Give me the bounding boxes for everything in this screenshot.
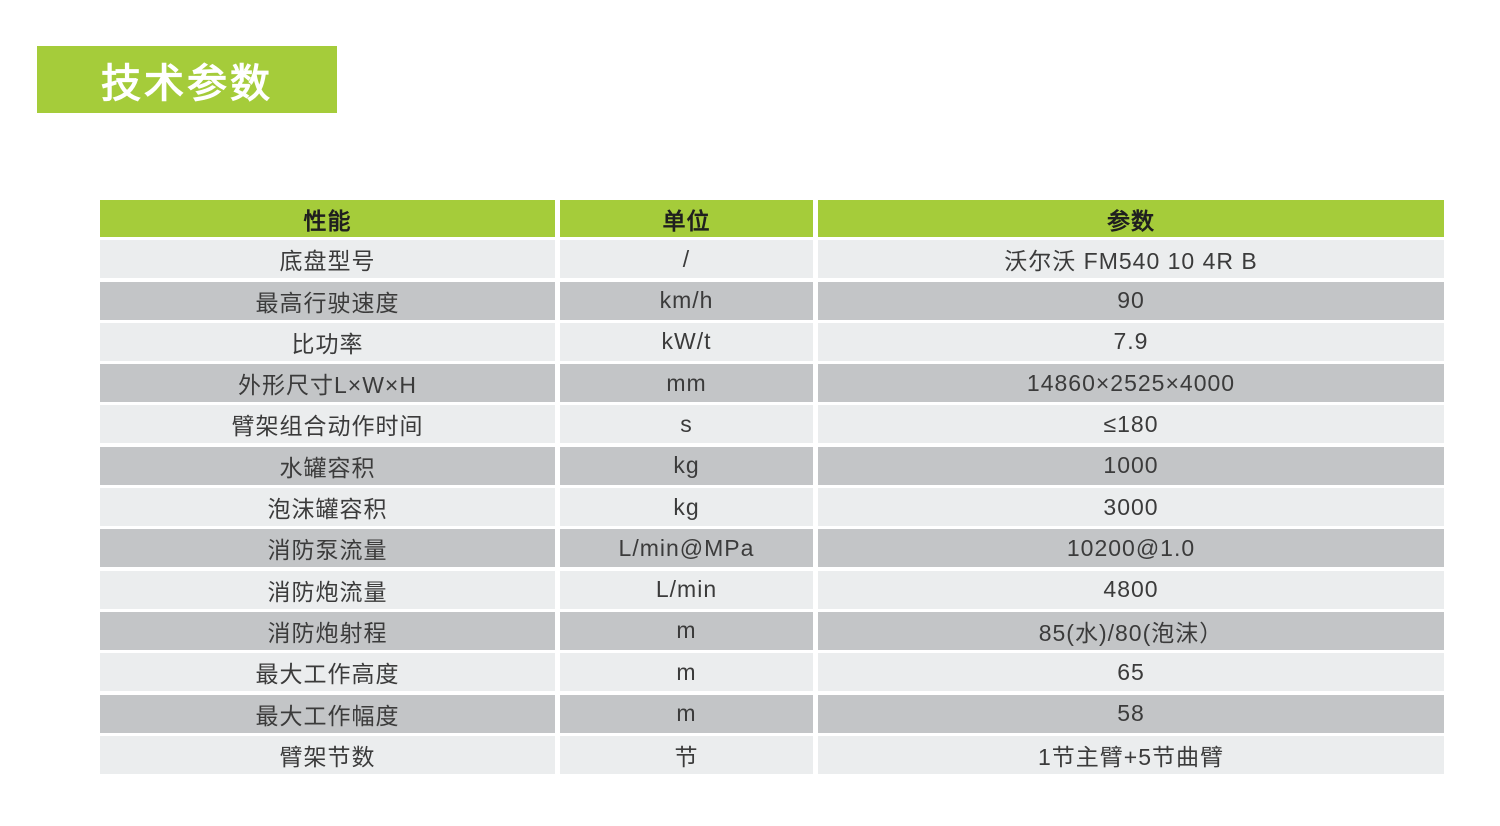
- cell-value: 3000: [818, 488, 1444, 527]
- cell-label: 臂架组合动作时间: [100, 405, 555, 444]
- table-row: 最大工作幅度 m 58: [100, 694, 1444, 733]
- cell-value: 1000: [818, 446, 1444, 485]
- cell-unit: s: [560, 405, 813, 444]
- table-header-row: 性能 单位 参数: [100, 200, 1444, 237]
- cell-unit: 节: [560, 735, 813, 774]
- cell-value: 58: [818, 694, 1444, 733]
- table-row: 消防炮流量 L/min 4800: [100, 570, 1444, 609]
- cell-value: 7.9: [818, 322, 1444, 361]
- cell-label: 消防炮射程: [100, 611, 555, 650]
- cell-value: 14860×2525×4000: [818, 364, 1444, 403]
- cell-value: 1节主臂+5节曲臂: [818, 735, 1444, 774]
- cell-value: 65: [818, 653, 1444, 692]
- cell-unit: mm: [560, 364, 813, 403]
- cell-unit: m: [560, 611, 813, 650]
- cell-value: ≤180: [818, 405, 1444, 444]
- table-row: 臂架组合动作时间 s ≤180: [100, 405, 1444, 444]
- table-row: 消防泵流量 L/min@MPa 10200@1.0: [100, 529, 1444, 568]
- cell-label: 最高行驶速度: [100, 281, 555, 320]
- table-row: 消防炮射程 m 85(水)/80(泡沫）: [100, 611, 1444, 650]
- table-row: 最高行驶速度 km/h 90: [100, 281, 1444, 320]
- cell-label: 外形尺寸L×W×H: [100, 364, 555, 403]
- cell-unit: m: [560, 653, 813, 692]
- table-row: 水罐容积 kg 1000: [100, 446, 1444, 485]
- cell-label: 比功率: [100, 322, 555, 361]
- cell-label: 消防泵流量: [100, 529, 555, 568]
- table-row: 泡沫罐容积 kg 3000: [100, 488, 1444, 527]
- cell-value: 4800: [818, 570, 1444, 609]
- cell-unit: kg: [560, 488, 813, 527]
- cell-value: 10200@1.0: [818, 529, 1444, 568]
- table-row: 底盘型号 / 沃尔沃 FM540 10 4R B: [100, 240, 1444, 279]
- cell-unit: /: [560, 240, 813, 279]
- table-row: 外形尺寸L×W×H mm 14860×2525×4000: [100, 364, 1444, 403]
- table-row: 臂架节数 节 1节主臂+5节曲臂: [100, 735, 1444, 774]
- cell-label: 底盘型号: [100, 240, 555, 279]
- cell-label: 消防炮流量: [100, 570, 555, 609]
- spec-table: 性能 单位 参数 底盘型号 / 沃尔沃 FM540 10 4R B 最高行驶速度…: [100, 200, 1444, 777]
- cell-unit: kW/t: [560, 322, 813, 361]
- header-cell-unit: 单位: [560, 200, 813, 237]
- cell-value: 90: [818, 281, 1444, 320]
- header-cell-parameter: 参数: [818, 200, 1444, 237]
- cell-unit: L/min: [560, 570, 813, 609]
- cell-label: 水罐容积: [100, 446, 555, 485]
- cell-label: 臂架节数: [100, 735, 555, 774]
- cell-value: 沃尔沃 FM540 10 4R B: [818, 240, 1444, 279]
- page-title-text: 技术参数: [101, 61, 273, 106]
- cell-unit: L/min@MPa: [560, 529, 813, 568]
- cell-unit: m: [560, 694, 813, 733]
- page-title: 技术参数: [37, 46, 337, 113]
- table-row: 比功率 kW/t 7.9: [100, 322, 1444, 361]
- table-row: 最大工作高度 m 65: [100, 653, 1444, 692]
- cell-value: 85(水)/80(泡沫）: [818, 611, 1444, 650]
- cell-label: 最大工作高度: [100, 653, 555, 692]
- cell-label: 最大工作幅度: [100, 694, 555, 733]
- cell-unit: kg: [560, 446, 813, 485]
- cell-unit: km/h: [560, 281, 813, 320]
- cell-label: 泡沫罐容积: [100, 488, 555, 527]
- header-cell-performance: 性能: [100, 200, 555, 237]
